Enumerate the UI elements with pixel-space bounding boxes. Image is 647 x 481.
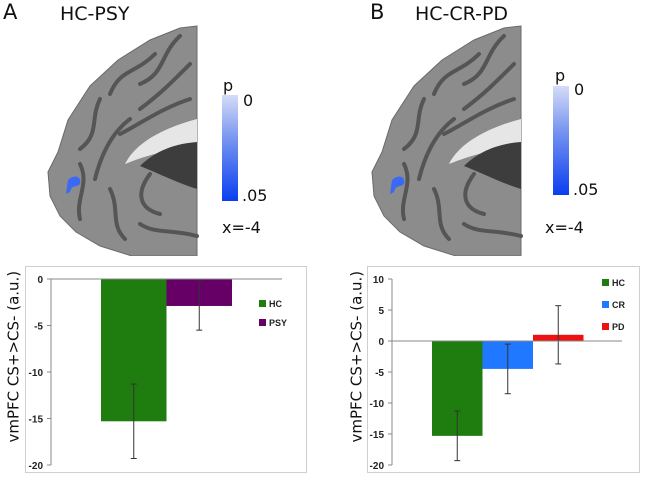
- legend-swatch-cr: [602, 301, 609, 308]
- y-tick-label: -10: [370, 399, 385, 410]
- sulcus: [77, 162, 86, 221]
- colorbar-a: [222, 95, 238, 201]
- y-tick-label: 5: [378, 306, 384, 317]
- legend-swatch-hc: [602, 279, 609, 286]
- slice-coordinate-b: x=-4: [545, 218, 584, 237]
- sulcus: [463, 172, 486, 216]
- sulcus: [442, 97, 516, 136]
- y-tick-label: 10: [373, 275, 385, 286]
- sulcus: [118, 97, 192, 136]
- sulcus: [108, 52, 157, 96]
- corpus-callosum: [125, 119, 197, 164]
- sulcus: [432, 187, 451, 241]
- colorbar-b: [553, 86, 569, 195]
- chart-frame-b: [367, 266, 640, 473]
- sulcus: [138, 62, 192, 111]
- sulcus: [432, 52, 481, 96]
- colorbar-min-a: .05: [242, 186, 268, 205]
- legend-label-hc: HC: [612, 278, 625, 288]
- y-tick-label: 0: [378, 337, 384, 348]
- y-tick-label: -20: [370, 461, 385, 472]
- colorbar-min-b: .05: [573, 180, 599, 199]
- sulcus: [78, 97, 102, 151]
- bar-chart-a: 0 -5 -10 -15 -20 HC PSY: [29, 275, 287, 472]
- y-tick-label: -20: [29, 461, 44, 472]
- brain-slice-b: [371, 25, 523, 256]
- colorbar-max-b: 0: [574, 80, 585, 99]
- sulcus: [462, 62, 516, 111]
- panel-title-b: HC-CR-PD: [415, 3, 509, 25]
- colorbar-label-a: p: [223, 76, 234, 95]
- y-tick-label: -5: [34, 322, 43, 333]
- legend-label-pd: PD: [612, 322, 625, 332]
- sulcus: [402, 97, 426, 151]
- sulcus: [93, 117, 132, 181]
- y-tick-label: -15: [370, 430, 385, 441]
- sulcus: [401, 162, 410, 221]
- bar-chart-b: 10 5 0 -5 -10 -15 -20 HC CR PD: [370, 275, 626, 472]
- legend-label-psy: PSY: [269, 318, 287, 328]
- sulcus: [138, 222, 199, 238]
- ventricle: [464, 142, 521, 189]
- panel-title-a: HC-PSY: [60, 3, 130, 25]
- sulcus: [417, 117, 456, 181]
- y-tick-label: 0: [37, 275, 43, 286]
- cortex-shape: [47, 25, 198, 256]
- ventricle: [140, 142, 197, 189]
- brain-slice-a: [47, 25, 199, 256]
- panel-letter-a: A: [3, 0, 18, 24]
- colorbar-max-a: 0: [243, 91, 254, 110]
- y-tick-label: -15: [29, 415, 44, 426]
- legend-swatch-hc: [259, 300, 266, 307]
- sulcus: [108, 187, 127, 241]
- legend-swatch-psy: [259, 319, 266, 326]
- sulcus: [139, 172, 162, 216]
- sulcus: [138, 34, 182, 86]
- colorbar-label-b: p: [555, 66, 566, 85]
- legend-label-cr: CR: [612, 300, 625, 310]
- activation-cluster: [66, 176, 81, 194]
- y-tick-label: -5: [375, 368, 384, 379]
- sulcus: [462, 34, 506, 86]
- corpus-callosum: [449, 119, 521, 164]
- sulcus: [462, 222, 523, 238]
- legend-label-hc: HC: [269, 299, 282, 309]
- legend-swatch-pd: [602, 323, 609, 330]
- y-tick-label: -10: [29, 368, 44, 379]
- panel-letter-b: B: [370, 0, 385, 24]
- activation-cluster: [390, 176, 405, 194]
- slice-coordinate-a: x=-4: [222, 218, 261, 237]
- cortex-shape: [371, 25, 522, 256]
